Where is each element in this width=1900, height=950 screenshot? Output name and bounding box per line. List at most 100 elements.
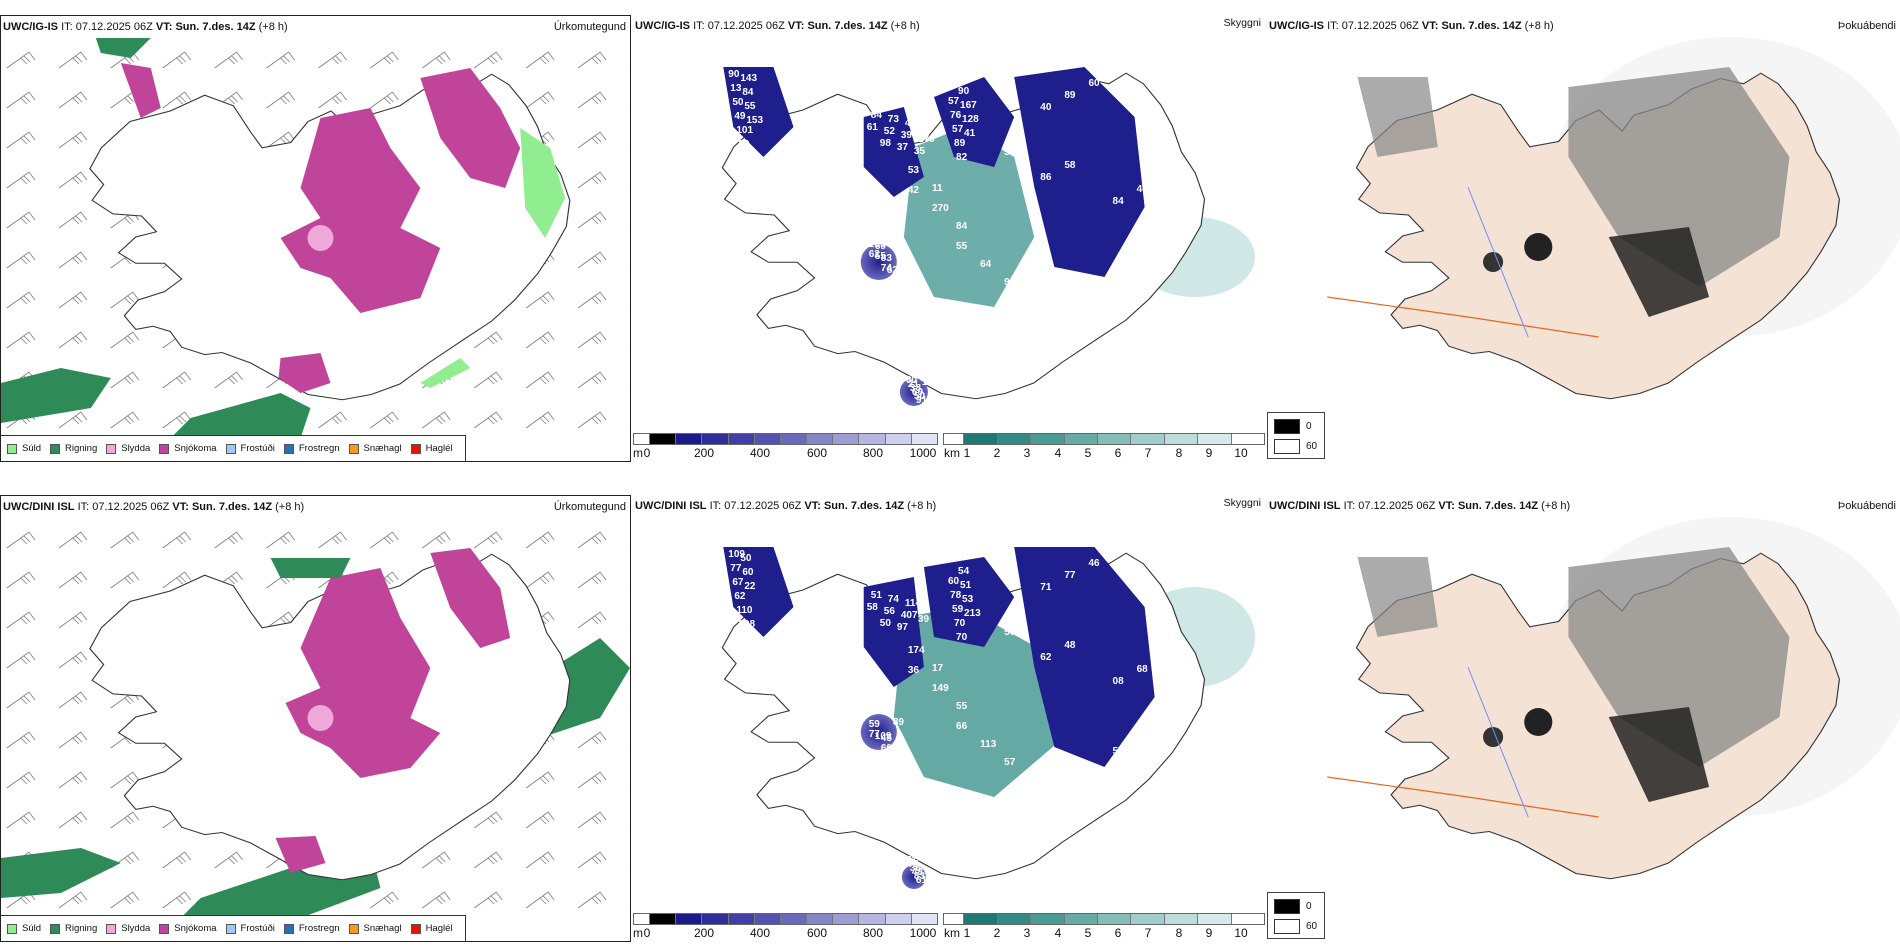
visibility-value-label: 55 (956, 701, 968, 712)
visibility-value-label: 36 (910, 863, 922, 874)
legend-label: Súld (22, 923, 42, 934)
snow-area (420, 68, 521, 188)
rain-area (1, 368, 111, 423)
visibility-value-label: 50 (738, 139, 750, 150)
colorbar-cell (650, 434, 677, 444)
colorbar-cell (1098, 914, 1132, 924)
dense-fog-area (1608, 707, 1710, 802)
visibility-value-label: 97 (897, 622, 909, 633)
panel-title: Þokuábendi (1837, 20, 1896, 32)
legend-label: Súld (22, 443, 42, 454)
visibility-value-label: 90 (728, 69, 740, 80)
tick-label: 400 (749, 926, 771, 940)
visibility-value-label: 40 (1137, 734, 1149, 745)
lead-time: (+8 h) (907, 500, 937, 512)
panel-header: UWC/IG-IS IT: 07.12.2025 06Z VT: Sun. 7.… (1269, 20, 1554, 32)
visibility-value-label: 70 (954, 618, 966, 629)
visibility-value-label: 59 (869, 719, 881, 730)
visibility-value-label: 51 (871, 590, 883, 601)
visibility-value-label: 83 (914, 871, 926, 882)
visibility-value-label: 71 (1040, 582, 1052, 593)
snow-area (278, 353, 331, 393)
visibility-value-label: 89 (954, 138, 966, 149)
visibility-value-label: 143 (740, 73, 757, 84)
visibility-value-label: 64 (980, 259, 992, 270)
visibility-value-label: 57 (952, 124, 964, 135)
fog-area (1357, 77, 1438, 157)
colorbar-cell (859, 914, 886, 924)
colorbar-cell (1164, 434, 1199, 444)
colorbar-cell (964, 914, 998, 924)
visibility-value-label: 50 (732, 97, 744, 108)
fog-area (1357, 557, 1438, 637)
legend-swatch (106, 443, 117, 454)
visibility-value-label: 48 (912, 867, 924, 878)
colorbar-cell (885, 914, 912, 924)
visibility-colorbar (943, 913, 1265, 925)
precip-map[interactable] (1, 518, 630, 918)
visibility-value-label: 55 (875, 251, 887, 262)
legend-label: Slydda (121, 923, 151, 934)
legend-item: Slydda (106, 443, 150, 454)
visibility-value-label: 22 (744, 581, 756, 592)
legend-swatch (50, 443, 61, 454)
visibility-value-label: 50 (1004, 627, 1016, 638)
colorbar-cell (1098, 434, 1132, 444)
colorbar-cell (1231, 914, 1264, 924)
it-value: 07.12.2025 06Z (75, 21, 153, 33)
visibility-value-label: 54 (958, 566, 970, 577)
visibility-value-label: 66 (956, 721, 968, 732)
visibility-value-label: 57 (1004, 757, 1016, 768)
visibility-value-label: 71 (906, 855, 918, 866)
visibility-unit: km (944, 446, 960, 460)
colorbar-cell (650, 914, 677, 924)
colorbar-cell (1164, 914, 1199, 924)
very-low-vis-area (899, 378, 928, 406)
legend-swatch (106, 923, 117, 934)
legend-swatch (1274, 919, 1300, 934)
forecast-row-ig-is: UWC/IG-IS IT: 07.12.2025 06Z VT: Sun. 7.… (0, 0, 1900, 470)
tick-label: 5 (1084, 446, 1092, 460)
visibility-value-label: 142 (918, 849, 935, 860)
it-label: IT: (61, 21, 73, 33)
legend-swatch (159, 443, 170, 454)
visibility-value-label: 36 (908, 665, 920, 676)
visibility-value-label: 70 (956, 632, 968, 643)
height-unit: m (633, 446, 643, 460)
legend-label: Snæhagl (363, 923, 402, 934)
visibility-value-label: 101 (736, 125, 753, 136)
legend-item: Haglél (410, 923, 453, 934)
visibility-value-label: 125 (918, 369, 935, 380)
visibility-value-label: 78 (950, 590, 962, 601)
visibility-value-label: 60 (881, 743, 893, 754)
visibility-value-label: 53 (962, 594, 974, 605)
very-low-vis-area (863, 577, 924, 687)
visibility-value-label: 50 (914, 391, 926, 402)
colorbar-cell (702, 434, 729, 444)
dense-fog-area (1483, 252, 1504, 272)
visibility-value-label: 84 (956, 221, 968, 232)
visibility-value-label: 48 (1064, 640, 1076, 651)
visibility-value-label: 110 (736, 605, 753, 616)
legend-swatch (410, 443, 421, 454)
fog-map[interactable] (1267, 517, 1900, 917)
colorbar-cell (754, 434, 781, 444)
colorbar-cell (754, 914, 781, 924)
drizzle-area (420, 358, 471, 388)
model-name: UWC/DINI ISL (1269, 500, 1341, 512)
fog-map[interactable] (1267, 37, 1900, 437)
legend-item: Frostúði (225, 443, 275, 454)
visibility-value-label: 69 (912, 387, 924, 398)
visibility-value-label: 114 (905, 598, 922, 609)
visibility-value-label: 77 (1064, 570, 1076, 581)
precip-map[interactable] (1, 38, 630, 438)
tick-label: 10 (1234, 926, 1248, 940)
visibility-value-label: 45 (881, 733, 893, 744)
panel-header: UWC/IG-IS IT: 07.12.2025 06Z VT: Sun. 7.… (635, 20, 920, 32)
visibility-value-label: 60 (1088, 78, 1100, 89)
visibility-value-label: 149 (932, 683, 949, 694)
tick-label: 0 (643, 446, 651, 460)
legend-swatch (410, 923, 421, 934)
